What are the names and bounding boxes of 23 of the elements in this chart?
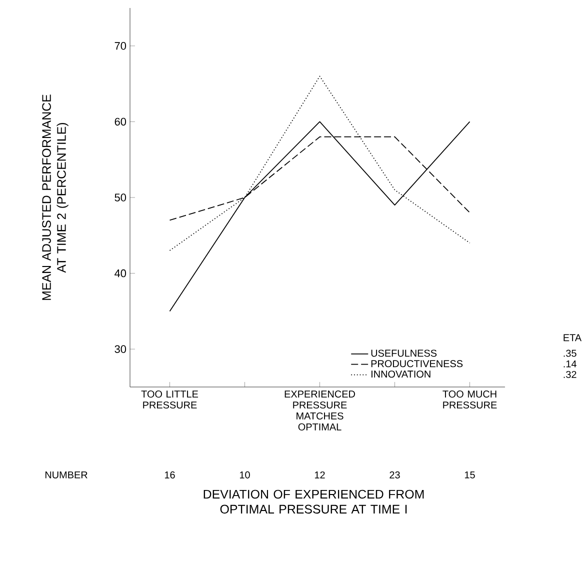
x-axis-title: DEVIATION OF EXPERIENCED FROM OPTIMAL PRESSURE AT TIME I	[204, 490, 424, 514]
y-tick-label: 30	[114, 345, 126, 353]
x-tick-label: TOO LITTLE PRESSURE	[141, 390, 198, 409]
text: 10	[240, 471, 250, 478]
text: .35	[564, 350, 576, 357]
text: NUMBER	[45, 471, 88, 478]
y-tick-label: 60	[114, 118, 126, 126]
y-tick-label: 40	[114, 269, 126, 278]
text: 15	[464, 471, 475, 478]
y-tick-label: 50	[114, 194, 126, 202]
text: .32	[564, 370, 576, 378]
y-axis-title: MEAN ADJUSTED PERFORMANCE AT TIME 2 (PERCENTILE)	[42, 94, 68, 300]
y-tick-label: 70	[114, 42, 126, 50]
legend-label: USEFULNESS	[371, 350, 437, 357]
text: .14	[564, 360, 576, 368]
x-tick-label: EXPERIENCED PRESSURE MATCHES OPTIMAL	[284, 390, 355, 430]
legend-label: INNOVATION	[372, 370, 430, 378]
text: ETA	[564, 334, 582, 342]
text: 12	[314, 471, 325, 478]
legend-label: PRODUCTIVENESS	[371, 360, 463, 368]
x-tick-label: TOO MUCH PRESSURE	[442, 390, 497, 409]
text: 23	[390, 471, 400, 478]
text: 16	[164, 471, 175, 478]
